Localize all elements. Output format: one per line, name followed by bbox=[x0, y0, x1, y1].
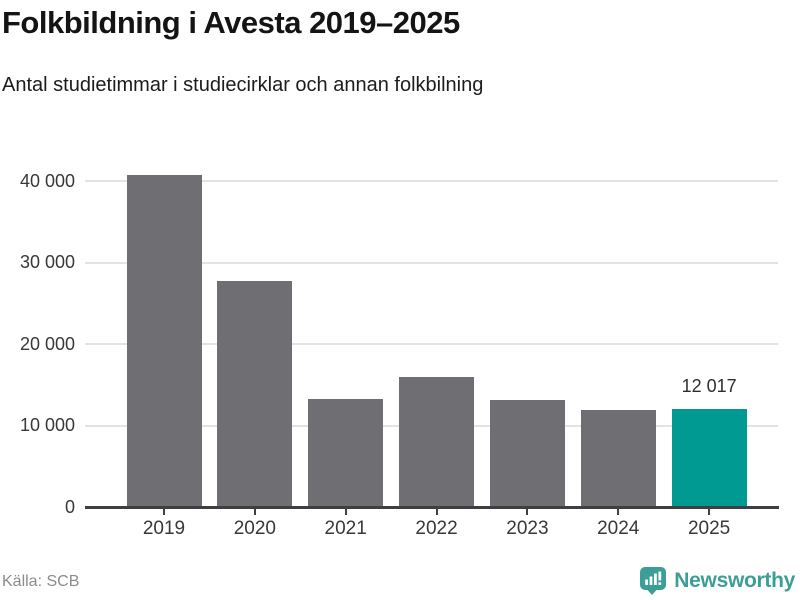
x-axis-tick bbox=[617, 509, 620, 515]
x-axis-tick bbox=[253, 509, 256, 515]
plot-area: 0 10 000 20 000 30 000 40 000 12 017 bbox=[20, 165, 778, 517]
y-axis-tick-label: 0 bbox=[64, 496, 75, 517]
x-axis-label: 2020 bbox=[233, 518, 276, 539]
newsworthy-logo-icon bbox=[640, 567, 667, 595]
bar-value-label: 12 017 bbox=[681, 376, 737, 397]
x-axis-tick bbox=[344, 509, 347, 515]
gridline bbox=[85, 343, 778, 346]
x-axis-label: 2019 bbox=[142, 518, 186, 539]
bar-2022 bbox=[399, 376, 475, 507]
bar-2025 bbox=[671, 409, 747, 507]
x-axis-tick bbox=[163, 509, 165, 515]
chart-subtitle: Antal studietimmar i studiecirklar och a… bbox=[2, 74, 484, 96]
x-axis-label: 2022 bbox=[415, 518, 458, 539]
x-axis-line bbox=[85, 506, 779, 509]
bar-2024 bbox=[580, 410, 656, 507]
x-axis-label: 2024 bbox=[597, 518, 640, 539]
bar-2023 bbox=[489, 400, 565, 507]
source-note: Källa: SCB bbox=[2, 573, 80, 590]
bar-2020 bbox=[217, 280, 293, 507]
y-axis-tick-label: 20 000 bbox=[19, 333, 75, 354]
x-axis-tick bbox=[435, 509, 438, 515]
chart-title: Folkbildning i Avesta 2019–2025 bbox=[2, 5, 460, 40]
x-axis-label: 2023 bbox=[506, 518, 549, 539]
newsworthy-logo: Newsworthy bbox=[639, 566, 795, 595]
bar-2021 bbox=[308, 398, 384, 507]
x-axis-tick bbox=[708, 509, 711, 515]
bar-2019 bbox=[126, 174, 202, 507]
gridline bbox=[85, 261, 778, 264]
newsworthy-logo-text: Newsworthy bbox=[674, 568, 795, 592]
gridline bbox=[85, 180, 778, 183]
x-axis-label: 2021 bbox=[324, 518, 367, 539]
x-axis-label: 2025 bbox=[687, 518, 731, 539]
y-axis-tick-label: 10 000 bbox=[19, 415, 75, 436]
x-axis-tick bbox=[526, 509, 529, 515]
y-axis-tick-label: 30 000 bbox=[19, 252, 75, 273]
y-axis-tick-label: 40 000 bbox=[19, 170, 75, 191]
